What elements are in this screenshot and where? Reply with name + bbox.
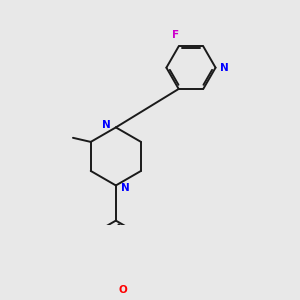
Text: O: O [118, 285, 127, 295]
Text: N: N [220, 63, 228, 73]
Text: N: N [121, 183, 129, 193]
Text: F: F [172, 30, 179, 40]
Text: N: N [102, 120, 111, 130]
